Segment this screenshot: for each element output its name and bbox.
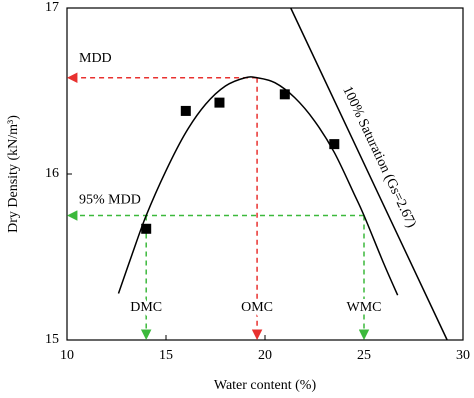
plot-frame: [66, 7, 464, 341]
saturation-line: [290, 7, 448, 341]
data-point: [141, 223, 152, 234]
y-axis-label: Dry Density (kN/m³): [6, 115, 21, 233]
x-tick-label: 30: [456, 348, 470, 363]
x-tick-label: 25: [357, 348, 371, 363]
x-tick-label: 15: [159, 348, 173, 363]
x-tick-label: 10: [60, 348, 74, 363]
annotation-label: MDD: [79, 51, 112, 66]
y-tick-label: 15: [45, 332, 59, 347]
annotation-label: WMC: [347, 300, 382, 315]
y-tick-label: 17: [45, 0, 59, 15]
annotation-label: OMC: [241, 300, 273, 315]
x-axis-label: Water content (%): [214, 378, 317, 393]
data-point: [180, 105, 191, 116]
compaction-curve: [117, 76, 399, 296]
saturation-label: 100% Saturation (Gs=2.67): [339, 84, 419, 230]
annotation-label: 95% MDD: [79, 193, 141, 208]
data-point: [214, 97, 225, 108]
x-tick-label: 20: [258, 348, 272, 363]
annotation-label: DMC: [130, 300, 162, 315]
y-tick-label: 16: [45, 166, 59, 181]
data-point: [279, 89, 290, 100]
data-point: [329, 139, 340, 150]
